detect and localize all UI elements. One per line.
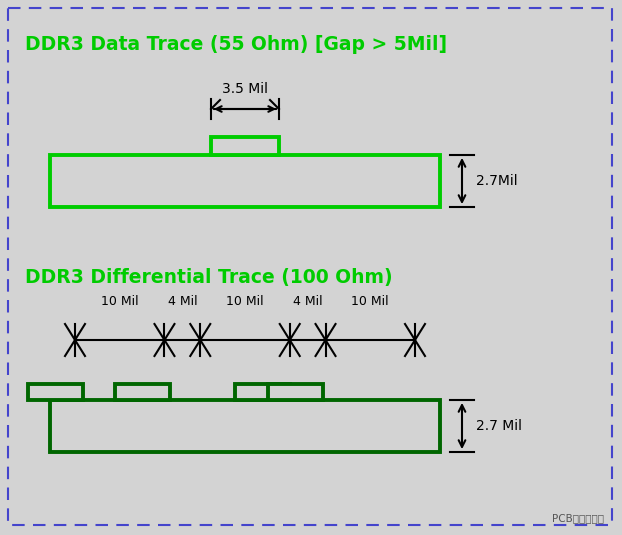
Text: 2.7 Mil: 2.7 Mil (476, 419, 522, 433)
Text: PCB设计与学习: PCB设计与学习 (552, 513, 604, 523)
Bar (211, 137, 279, 155)
Text: 3.5 Mil: 3.5 Mil (222, 82, 268, 96)
Text: 4 Mil: 4 Mil (167, 295, 197, 308)
Bar (115, 384, 170, 400)
Text: 4 Mil: 4 Mil (293, 295, 322, 308)
Bar (235, 384, 290, 400)
Bar (50, 400, 440, 452)
Bar (268, 384, 323, 400)
Bar (27, 384, 83, 400)
Bar (50, 155, 440, 207)
Text: DDR3 Differential Trace (100 Ohm): DDR3 Differential Trace (100 Ohm) (25, 268, 392, 287)
Text: 2.7Mil: 2.7Mil (476, 174, 518, 188)
Text: DDR3 Data Trace (55 Ohm) [Gap > 5Mil]: DDR3 Data Trace (55 Ohm) [Gap > 5Mil] (25, 35, 447, 54)
Text: 10 Mil: 10 Mil (226, 295, 264, 308)
Text: 10 Mil: 10 Mil (101, 295, 139, 308)
Text: 10 Mil: 10 Mil (351, 295, 389, 308)
